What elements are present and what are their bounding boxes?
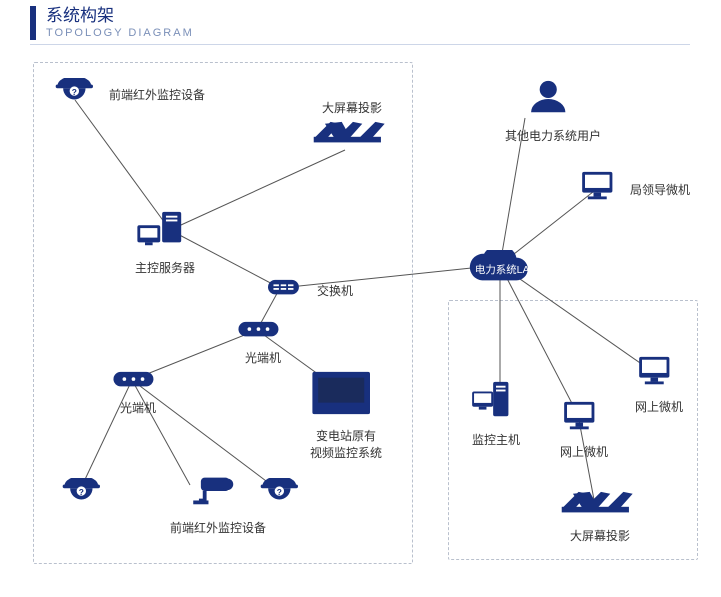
header-accent-bar xyxy=(30,6,36,40)
monitor-box-icon xyxy=(310,370,382,423)
node-user: 其他电力系统用户 xyxy=(505,78,601,144)
node-label: 变电站原有 xyxy=(310,427,382,444)
pc-icon xyxy=(580,170,624,209)
node-label: 光端机 xyxy=(110,399,166,416)
pc-icon xyxy=(637,355,681,394)
diagram-header: 系统构架 TOPOLOGY DIAGRAM xyxy=(30,6,194,40)
node-vidsys: 变电站原有 视频监控系统 xyxy=(310,370,382,461)
server-icon xyxy=(135,210,195,255)
node-opt1: 光端机 xyxy=(235,320,291,366)
node-net_pc2: 网上微机 xyxy=(635,355,683,415)
camera-dome-icon xyxy=(55,78,103,111)
node-label: 视频监控系统 xyxy=(310,444,382,461)
node-label: 网上微机 xyxy=(635,398,683,415)
user-icon xyxy=(527,78,579,123)
node-leader_pc: 局领导微机 xyxy=(580,170,690,209)
camera-cctv-icon xyxy=(191,470,245,515)
node-mon_host: 监控主机 xyxy=(470,380,522,448)
camera-dome-icon xyxy=(62,478,110,511)
node-cam_bl xyxy=(62,478,110,511)
node-label: 前端红外监控设备 xyxy=(170,519,266,536)
tower-pc-icon xyxy=(470,380,522,427)
node-label: 其他电力系统用户 xyxy=(505,127,601,144)
node-label: 监控主机 xyxy=(470,431,522,448)
title-en: TOPOLOGY DIAGRAM xyxy=(46,27,194,39)
header-underline xyxy=(30,44,690,45)
node-server: 主控服务器 xyxy=(135,210,195,276)
node-label: 主控服务器 xyxy=(135,259,195,276)
node-label: 大屏幕投影 xyxy=(310,99,394,116)
node-cam_br xyxy=(260,478,308,511)
node-projector_r: 大屏幕投影 xyxy=(558,490,642,544)
node-cam_tl: 前端红外监控设备 xyxy=(55,78,205,111)
modem-icon xyxy=(110,370,166,395)
node-label: 网上微机 xyxy=(560,443,608,460)
node-label: 前端红外监控设备 xyxy=(109,86,205,103)
node-label: 交换机 xyxy=(317,282,353,299)
projector-icon xyxy=(558,490,642,523)
svg-text:电力系统LAN: 电力系统LAN xyxy=(475,263,537,276)
modem-icon xyxy=(235,320,291,345)
node-label: 光端机 xyxy=(235,349,291,366)
node-net_pc1: 网上微机 xyxy=(560,400,608,460)
node-opt2: 光端机 xyxy=(110,370,166,416)
cloud-icon: 电力系统LAN xyxy=(460,250,550,293)
node-label: 局领导微机 xyxy=(630,181,690,198)
projector-icon xyxy=(310,120,394,153)
camera-dome-icon xyxy=(260,478,308,511)
node-projector_l: 大屏幕投影 xyxy=(310,95,394,153)
node-cam_mid: 前端红外监控设备 xyxy=(170,470,266,536)
pc-icon xyxy=(562,400,606,439)
title-cn: 系统构架 xyxy=(46,7,194,26)
node-switch: 交换机 xyxy=(265,278,353,303)
node-lan: 电力系统LAN xyxy=(460,250,550,293)
switch-icon xyxy=(265,278,311,303)
node-label: 大屏幕投影 xyxy=(558,527,642,544)
